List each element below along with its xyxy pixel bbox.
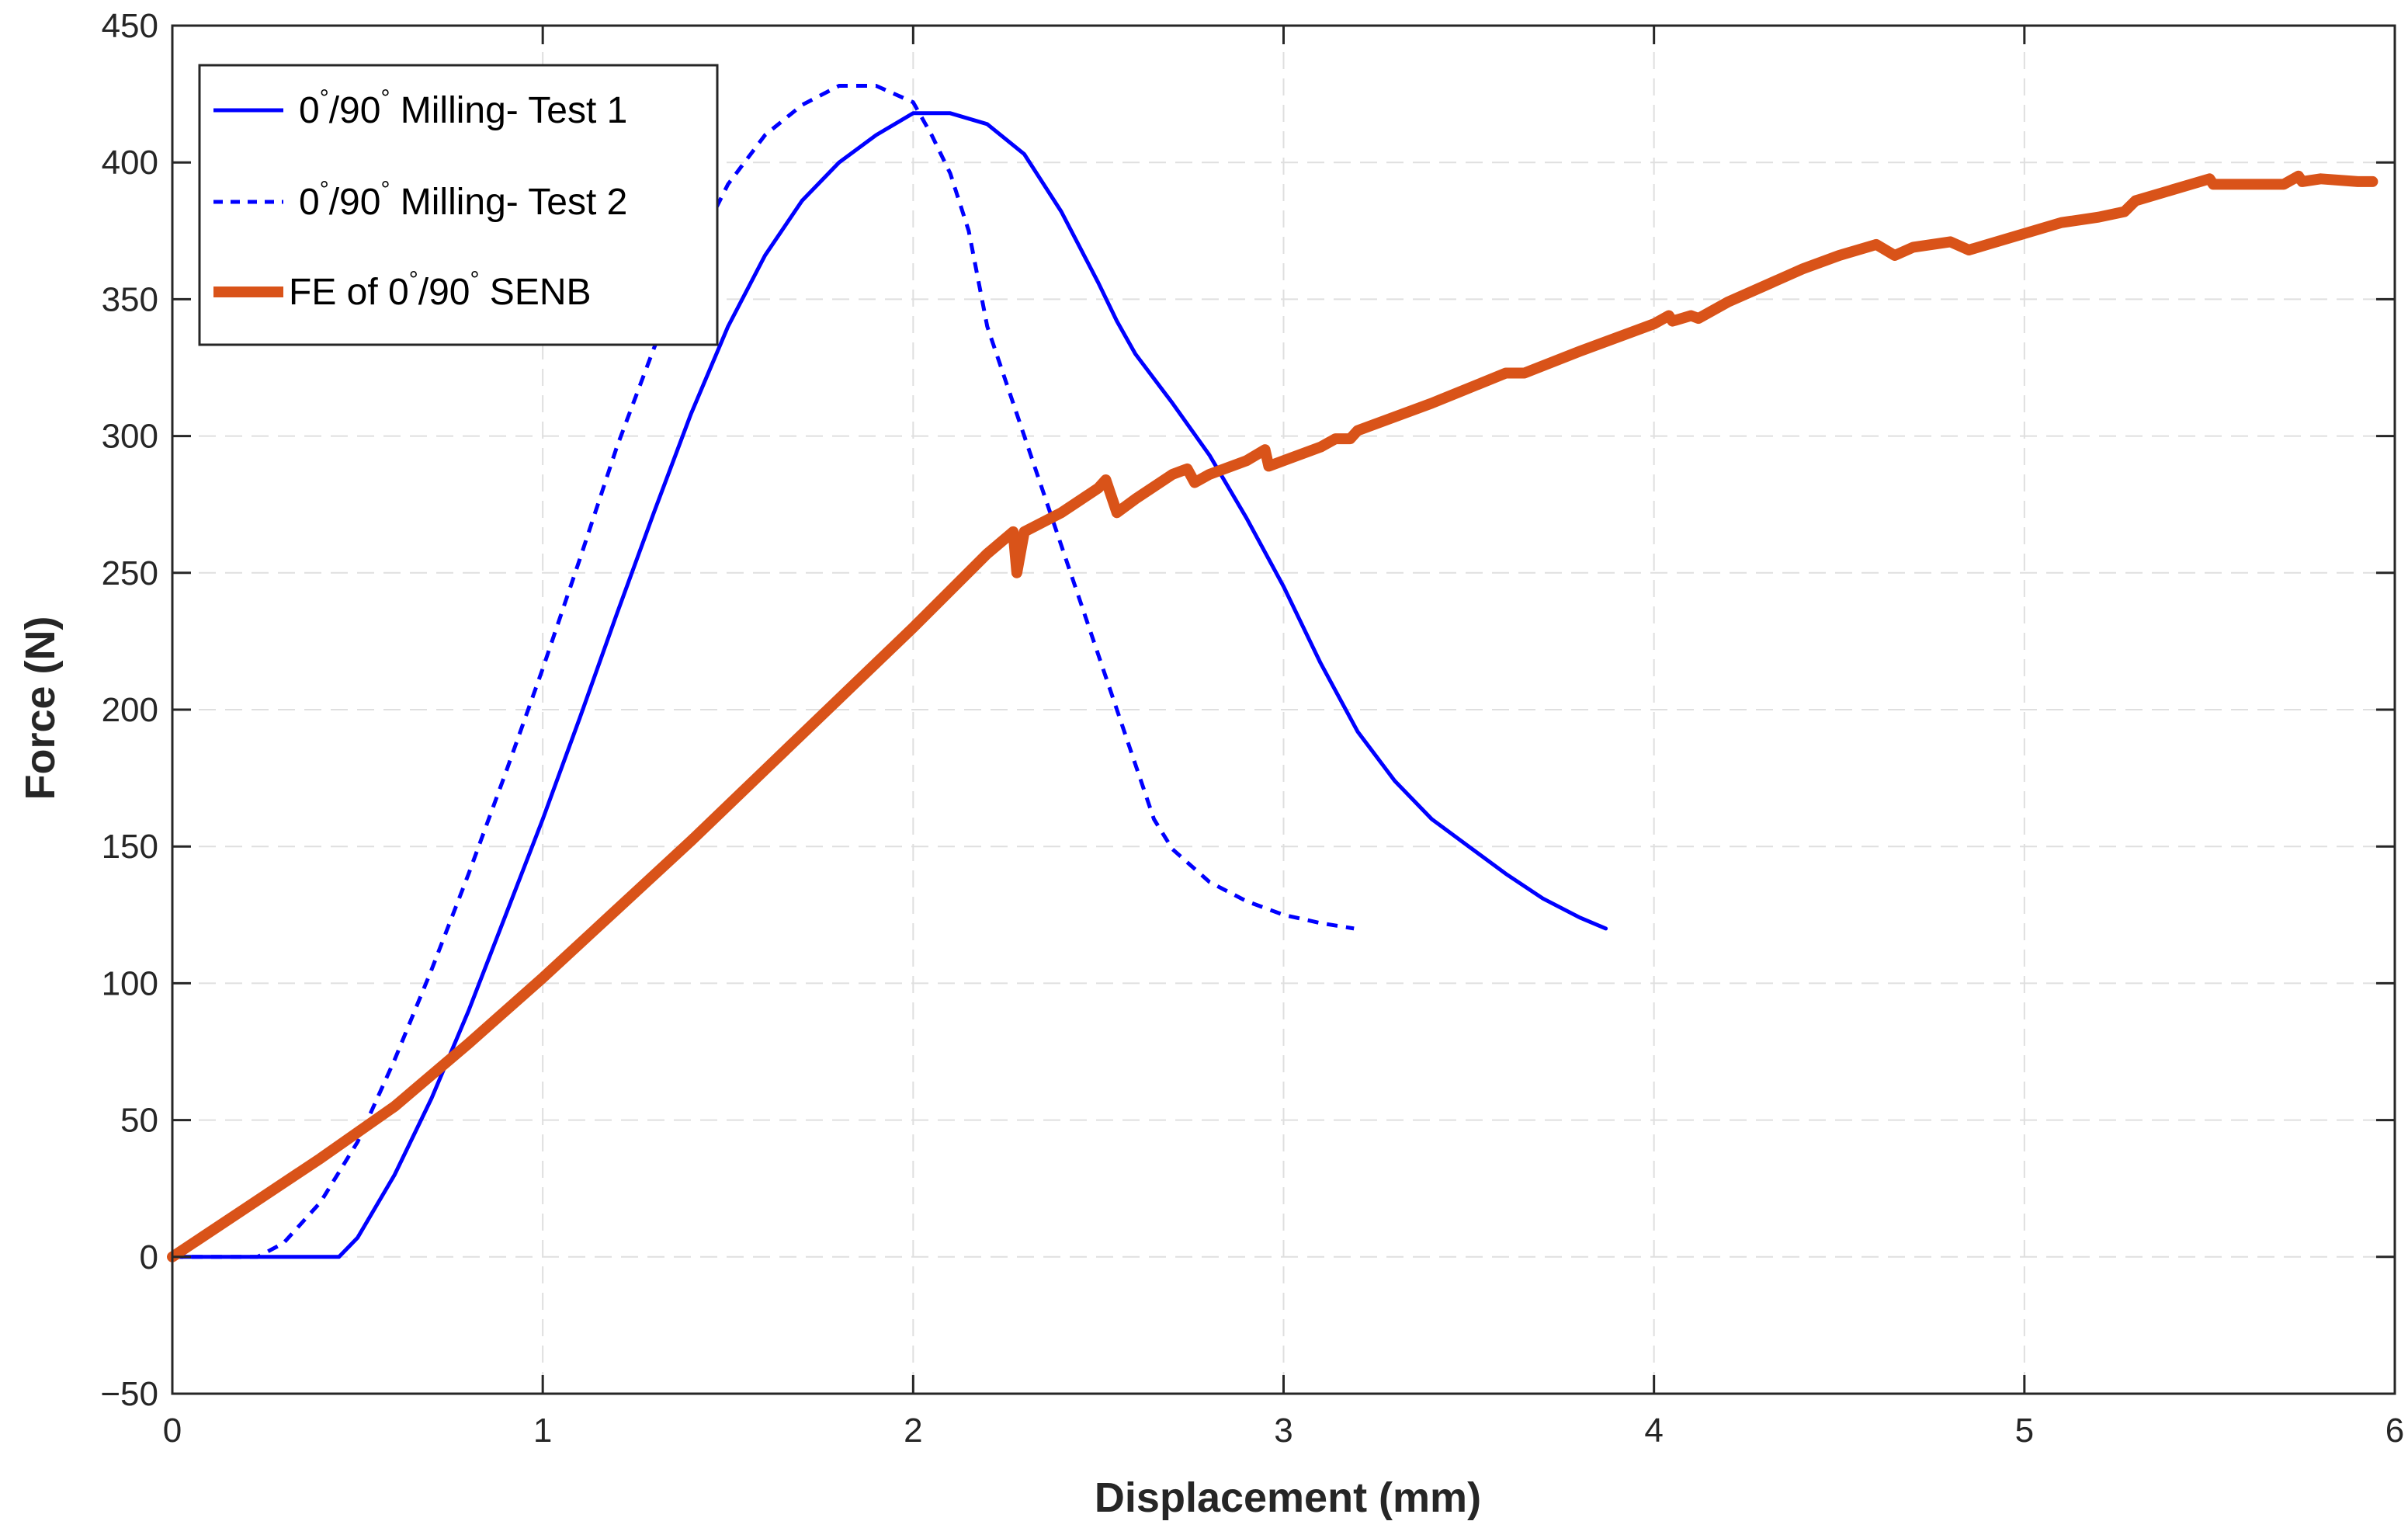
y-tick-label: 200 [102, 691, 158, 729]
x-tick-label: 4 [1644, 1412, 1663, 1450]
x-tick-label: 1 [533, 1412, 552, 1450]
y-axis-title: Force (N) [17, 616, 64, 800]
y-tick-label: 350 [102, 280, 158, 318]
x-tick-label: 5 [2015, 1412, 2034, 1450]
legend-entry-fe-senb: FE of 0°​/90°​ SENB [289, 267, 592, 313]
legend-entry-milling-test-2: 0°​/90°​ Milling- Test 2 [299, 177, 627, 223]
y-tick-label: −50 [100, 1375, 158, 1413]
x-tick-label: 3 [1274, 1412, 1292, 1450]
x-axis-title: Displacement (mm) [1095, 1474, 1481, 1521]
series-lines [167, 84, 2379, 1262]
legend-box [198, 64, 719, 346]
legend: 0°​/90°​ Milling- Test 1 0°​/90°​ Milling… [198, 64, 719, 346]
x-tick-label: 6 [2385, 1412, 2404, 1450]
y-tick-label: 0 [140, 1238, 158, 1276]
tick-marks [171, 24, 2396, 1395]
y-tick-label: 400 [102, 144, 158, 182]
y-tick-label: 450 [102, 7, 158, 45]
x-tick-label: 2 [904, 1412, 922, 1450]
x-tick-label: 0 [163, 1412, 182, 1450]
y-tick-label: 150 [102, 828, 158, 866]
y-tick-label: 100 [102, 964, 158, 1002]
y-tick-label: 300 [102, 418, 158, 456]
y-tick-label: 50 [120, 1102, 158, 1140]
series-line-milling-test-1 [170, 111, 1608, 1259]
series-line-fe-senb [167, 170, 2379, 1262]
legend-entry-milling-test-1: 0°​/90°​ Milling- Test 1 [299, 85, 627, 131]
y-tick-label: 250 [102, 554, 158, 592]
x-tick-labels: 0 1 2 3 4 5 6 [163, 1412, 2404, 1450]
y-tick-labels: −50 0 50 100 150 200 250 300 350 400 450 [100, 7, 158, 1413]
